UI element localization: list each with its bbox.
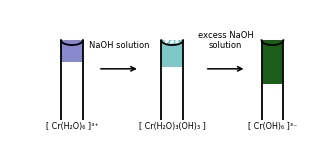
Text: [ Cr(H₂O)₃(OH)₃ ]: [ Cr(H₂O)₃(OH)₃ ]	[139, 122, 206, 131]
Text: excess NaOH
solution: excess NaOH solution	[198, 31, 253, 50]
Text: [ Cr(H₂O)₆ ]³⁺: [ Cr(H₂O)₆ ]³⁺	[46, 122, 98, 131]
Polygon shape	[161, 40, 183, 45]
Text: [ Cr(OH)₆ ]³⁻: [ Cr(OH)₆ ]³⁻	[248, 122, 297, 131]
Bar	[161, 40, 183, 67]
Bar	[261, 40, 283, 84]
Polygon shape	[261, 40, 283, 45]
Bar	[61, 40, 83, 62]
Text: NaOH solution: NaOH solution	[89, 41, 149, 50]
Polygon shape	[61, 40, 83, 45]
